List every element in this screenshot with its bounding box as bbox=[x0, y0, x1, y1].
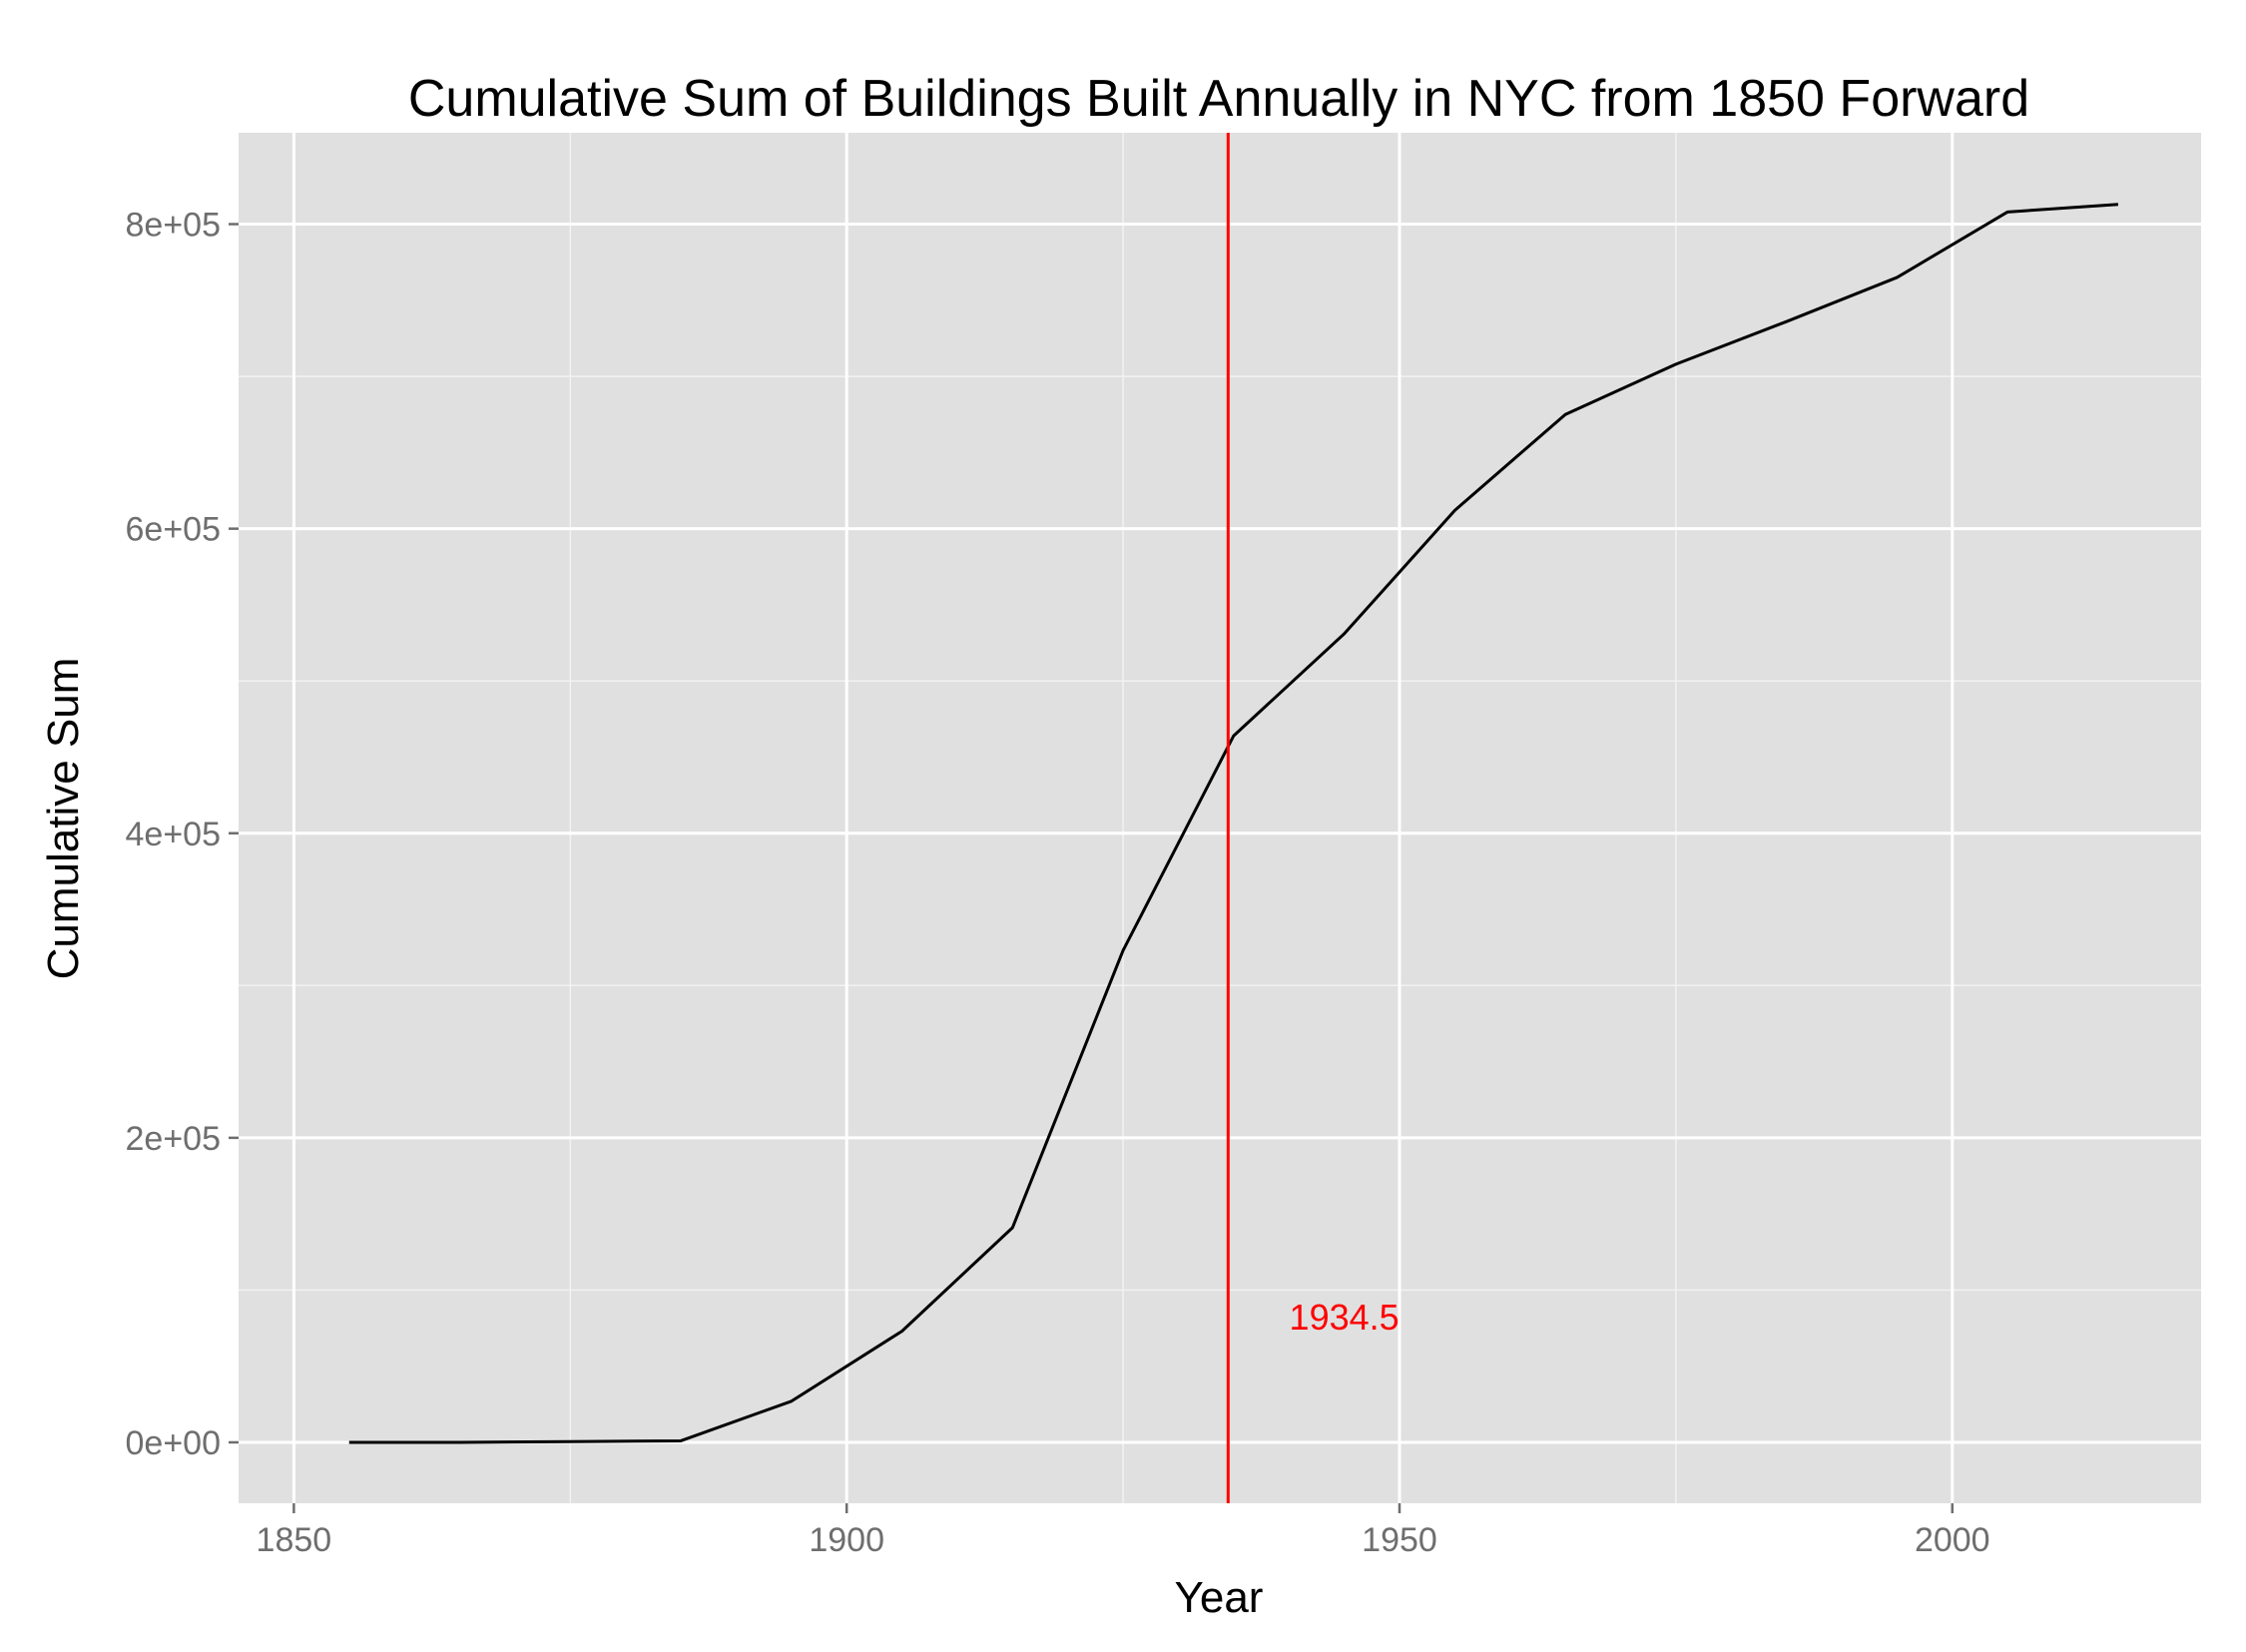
series-line bbox=[348, 203, 2119, 1444]
y-tick-label: 8e+05 bbox=[126, 207, 222, 245]
x-tick-label: 1950 bbox=[1362, 1521, 1437, 1559]
minor-gridlines bbox=[239, 133, 2201, 1503]
y-tick-label: 0e+00 bbox=[126, 1424, 222, 1462]
x-axis-title: Year bbox=[1175, 1573, 1264, 1622]
y-tick-label: 6e+05 bbox=[126, 511, 222, 549]
x-tick-label: 2000 bbox=[1915, 1521, 1990, 1559]
x-tick-label: 1850 bbox=[257, 1521, 332, 1559]
annotation-layer: 1934.5 bbox=[1226, 133, 1400, 1503]
series-layer bbox=[348, 203, 2119, 1444]
reference-line-label: 1934.5 bbox=[1290, 1297, 1400, 1338]
y-tick-label: 4e+05 bbox=[126, 816, 222, 853]
y-axis-title: Cumulative Sum bbox=[39, 658, 88, 980]
axis-ticks: 1850 1900 1950 2000 0e+00 2e+05 4e+05 6e+05 8e+0… bbox=[126, 207, 1990, 1559]
plot-panel bbox=[239, 133, 2201, 1503]
x-tick-label: 1900 bbox=[809, 1521, 884, 1559]
chart-title: Cumulative Sum of Buildings Built Annual… bbox=[408, 70, 2029, 128]
y-tick-label: 2e+05 bbox=[126, 1120, 222, 1158]
